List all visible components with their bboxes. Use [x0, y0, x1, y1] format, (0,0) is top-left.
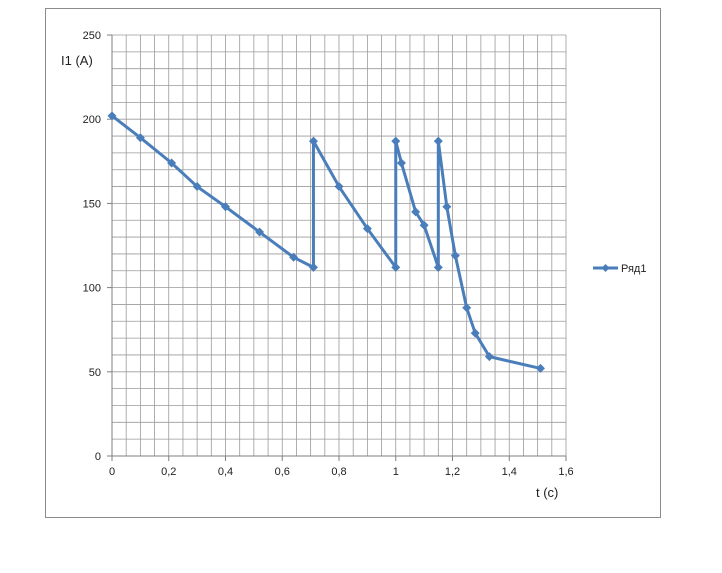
data-point	[442, 202, 452, 212]
data-point	[221, 202, 230, 212]
data-point	[391, 262, 401, 272]
data-point	[419, 220, 429, 230]
data-point	[450, 251, 460, 261]
series-layer	[107, 111, 545, 373]
legend-marker	[601, 264, 610, 272]
grid	[111, 34, 567, 457]
x-tick-label: 0,4	[218, 466, 233, 478]
x-tick-label: 1	[393, 466, 399, 478]
x-tick-label: 0,8	[331, 466, 346, 478]
data-point	[535, 363, 545, 373]
series-line	[110, 114, 542, 370]
x-tick-label: 0,2	[161, 466, 176, 478]
x-tick-label: 1,6	[558, 466, 573, 478]
data-point	[255, 227, 265, 237]
x-axis-label: t (c)	[536, 485, 558, 500]
y-tick-label: 50	[89, 367, 101, 379]
legend: Ряд1	[593, 263, 646, 275]
y-tick-label: 0	[95, 451, 101, 463]
data-point	[462, 303, 472, 313]
tick-labels: 0 0,2 0,4 0,6 0,8 1 1,2 1,4 1,6 0 50 100 150 200 250	[83, 30, 574, 478]
y-tick-label: 150	[83, 198, 101, 210]
data-point	[308, 136, 318, 146]
x-tick-label: 1,2	[445, 466, 460, 478]
data-point	[167, 158, 177, 168]
y-tick-label: 100	[83, 283, 101, 295]
data-point	[362, 224, 372, 234]
data-point	[411, 207, 421, 217]
x-tick-label: 1,4	[502, 466, 517, 478]
y-tick-label: 250	[83, 30, 101, 42]
data-point	[484, 352, 494, 362]
data-point	[391, 136, 401, 146]
data-point	[433, 262, 443, 272]
x-tick-label: 0	[109, 466, 115, 478]
y-axis-label: I1 (A)	[61, 53, 93, 68]
x-tick-label: 0,6	[275, 466, 290, 478]
data-point	[107, 111, 117, 121]
data-point	[135, 133, 145, 143]
axes	[107, 34, 567, 461]
data-point	[396, 158, 406, 168]
legend-label: Ряд1	[621, 263, 646, 275]
data-point	[433, 136, 443, 146]
data-point	[334, 182, 344, 192]
y-tick-label: 200	[83, 114, 101, 126]
data-point	[289, 252, 299, 262]
data-point	[470, 328, 480, 338]
data-point	[308, 262, 318, 272]
data-point	[192, 182, 202, 192]
